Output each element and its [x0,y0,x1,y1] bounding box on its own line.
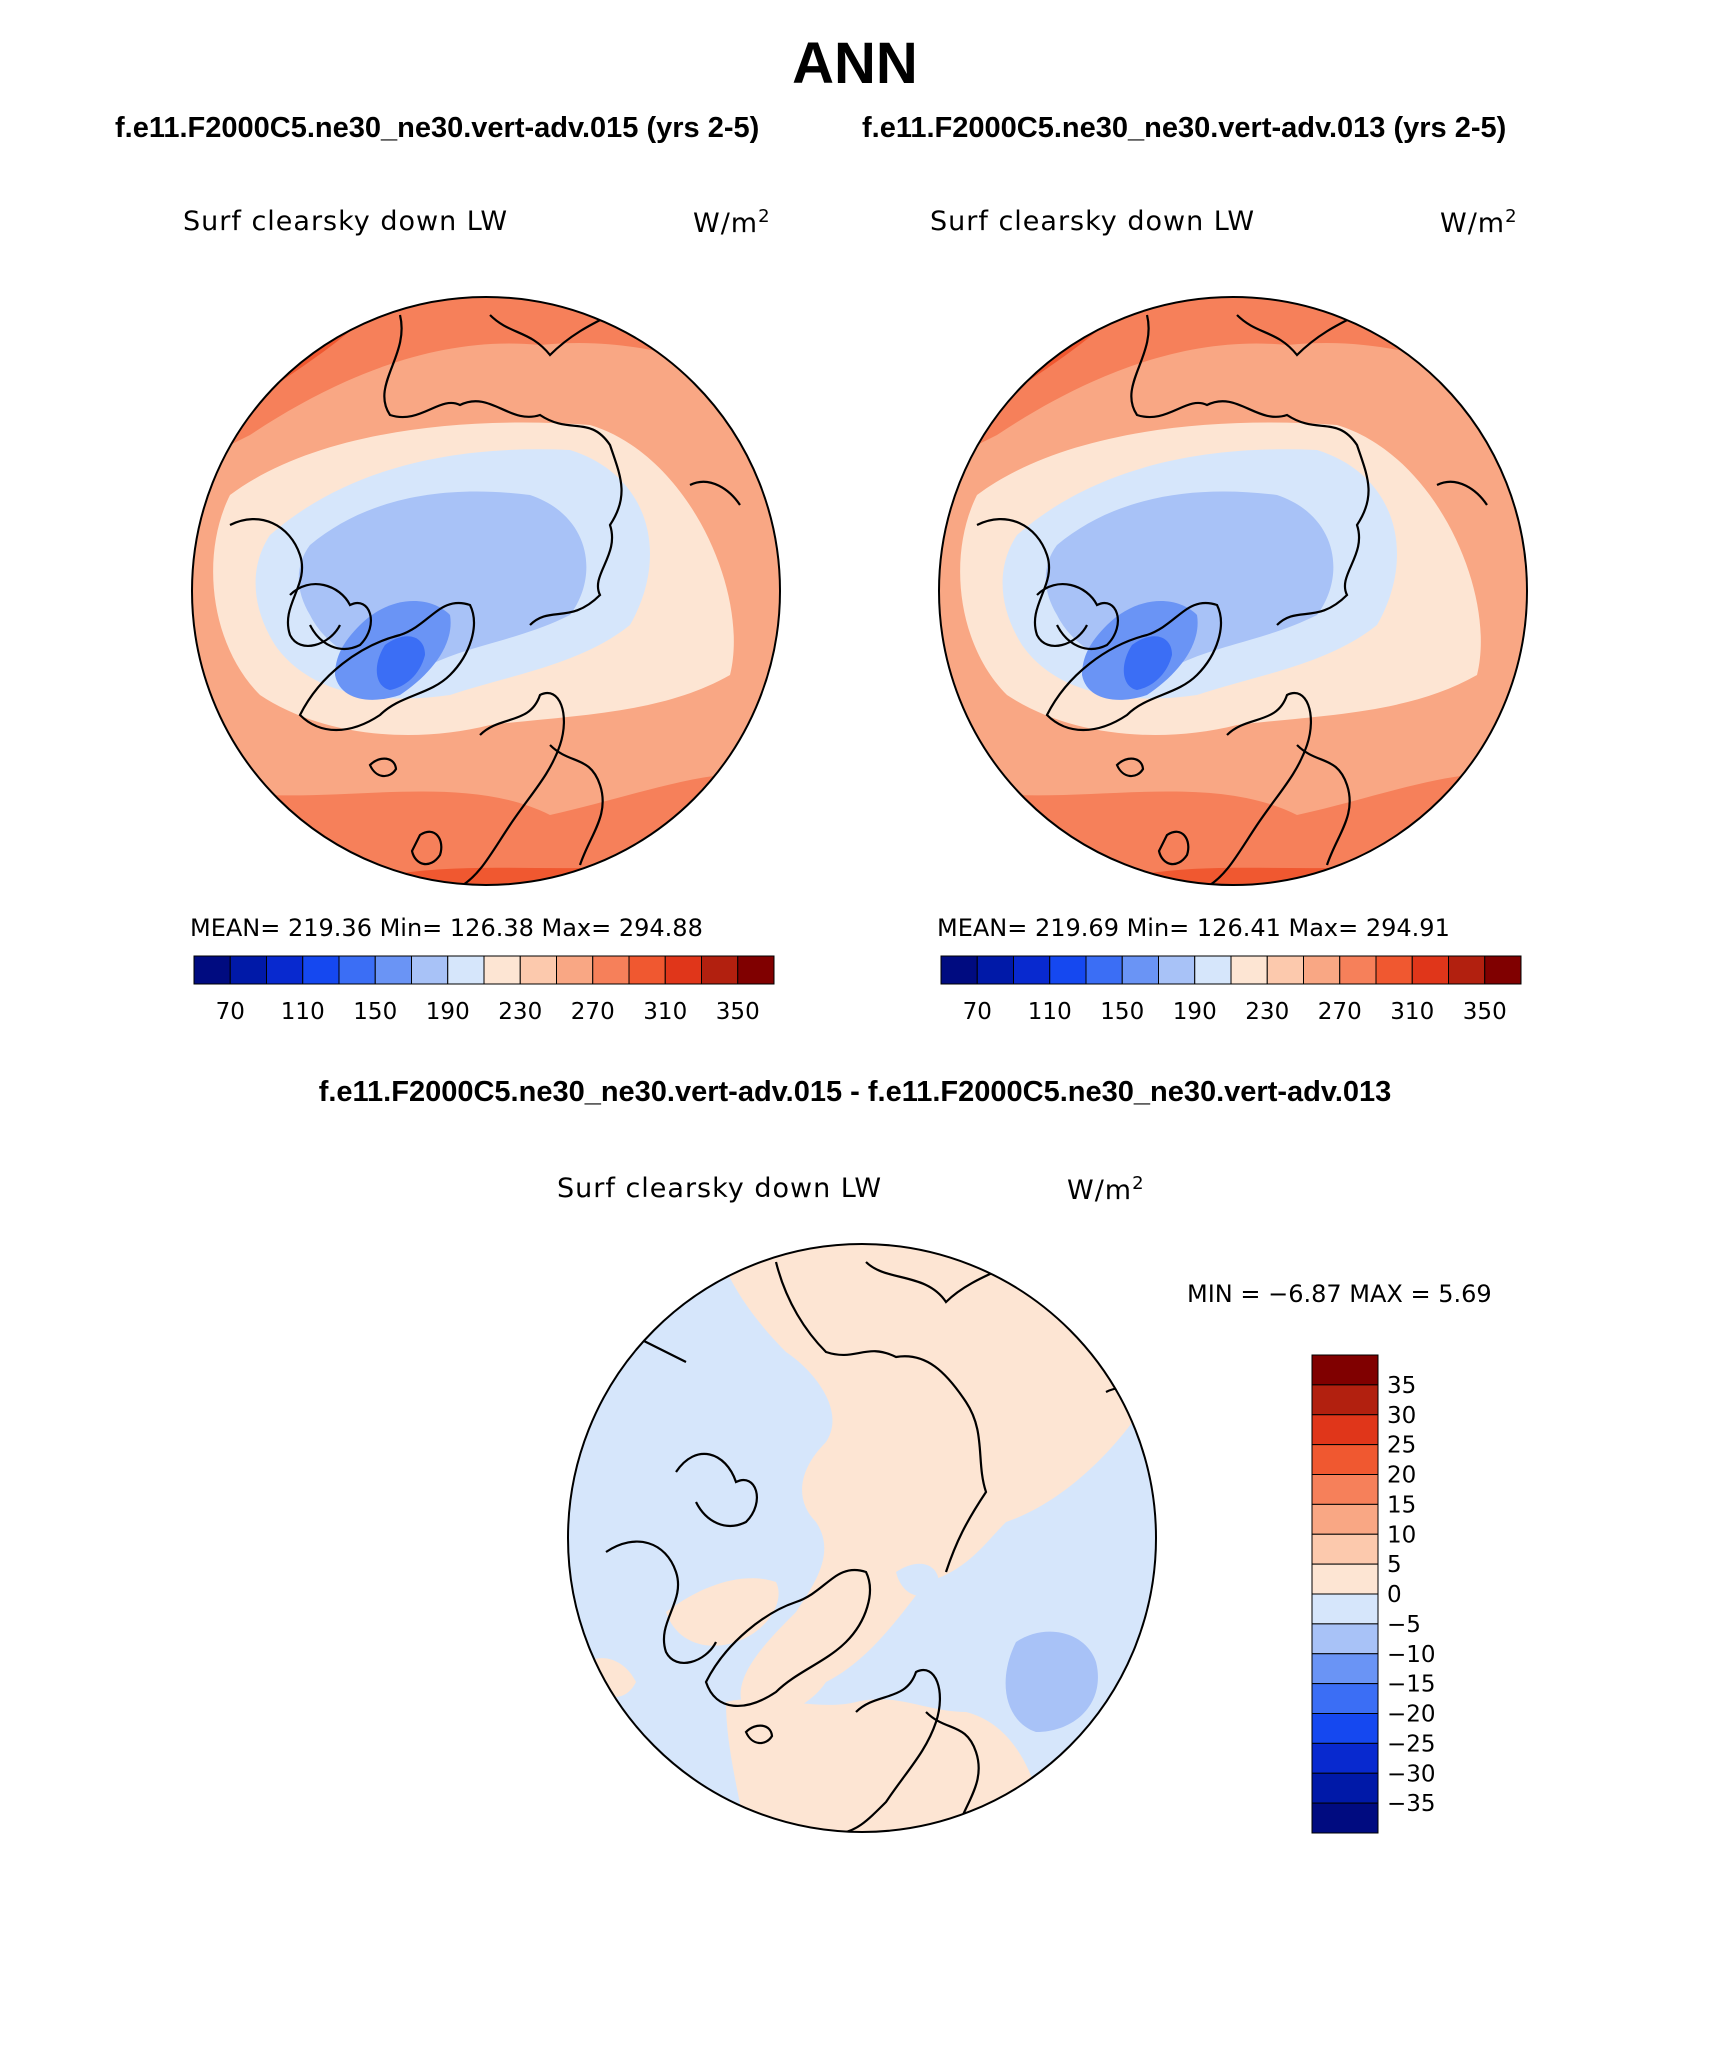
difference-colorbar-swatch [1311,1503,1379,1535]
panel2-colorbar-swatch [1303,955,1341,985]
difference-colorbar-swatch [1311,1772,1379,1804]
difference-colorbar-swatch [1311,1444,1379,1475]
panel1-colorbar-swatch [628,955,666,985]
panel2-colorbar-swatch [1085,955,1123,985]
difference-colorbar-label: 5 [1387,1552,1402,1578]
panel2-colorbar-label: 270 [1318,999,1362,1025]
panel1-colorbar-swatch [519,955,557,985]
panel1-colorbar-swatch [193,955,231,985]
difference-colorbar-swatch [1311,1354,1379,1386]
difference-colorbar-swatch [1311,1563,1379,1595]
season-title: ANN [792,31,918,96]
difference-colorbar-label: −35 [1387,1791,1436,1817]
panel1-colorbar-swatch [338,955,376,985]
difference-colorbar-swatch [1311,1742,1379,1774]
panel1-colorbar-swatch [483,955,521,985]
difference-colorbar-label: −5 [1387,1612,1421,1638]
panel1-colorbar-label: 150 [353,999,397,1025]
panel3-variable: Surf clearsky down LW [557,1173,883,1204]
difference-colorbar-label: 25 [1387,1433,1416,1459]
panel1-colorbar-label: 310 [643,999,687,1025]
difference-map [567,1243,1157,1833]
panel2-colorbar-swatch [1375,955,1413,985]
panel1-units: W/m2 [693,206,771,239]
panel1-colorbar-swatch [701,955,739,985]
difference-colorbar-label: −25 [1387,1731,1436,1757]
difference-colorbar-label: 0 [1387,1582,1402,1608]
difference-colorbar-swatch [1311,1713,1379,1744]
panel2-units: W/m2 [1440,206,1518,239]
panel1-colorbar-swatch [266,955,304,985]
panel1-colorbar-swatch [556,955,594,985]
panel2-colorbar-swatch [1230,955,1268,985]
panel1-colorbar-label: 350 [716,999,760,1025]
panel2-variable: Surf clearsky down LW [930,206,1256,237]
panel1-colorbar-label: 110 [281,999,325,1025]
panel2-colorbar-label: 150 [1100,999,1144,1025]
panel1-colorbar-swatch [374,955,412,985]
difference-colorbar-swatch [1311,1623,1379,1655]
difference-colorbar-label: 30 [1387,1403,1416,1429]
panel3-units: W/m2 [1067,1173,1145,1206]
panel1-stats: MEAN= 219.36 Min= 126.38 Max= 294.88 [190,914,703,942]
panel2-colorbar-swatch [1339,955,1377,985]
panel2-colorbar-label: 350 [1463,999,1507,1025]
difference-colorbar-swatch [1311,1683,1379,1714]
difference-colorbar-swatch [1311,1474,1379,1505]
panel2-colorbar-label: 190 [1173,999,1217,1025]
panel3-stats: MIN = −6.87 MAX = 5.69 [1187,1280,1492,1308]
difference-colorbar-swatch [1311,1593,1379,1625]
panel1-colorbar-label: 230 [498,999,542,1025]
panel2-colorbar-swatch [1484,955,1522,985]
difference-colorbar-label: −30 [1387,1761,1436,1787]
panel2-colorbar-swatch [940,955,978,985]
case2-title: f.e11.F2000C5.ne30_ne30.vert-adv.013 (yr… [862,112,1507,144]
panel1-colorbar-swatch [737,955,775,985]
difference-colorbar-swatch [1311,1384,1379,1416]
difference-colorbar-label: −10 [1387,1642,1436,1668]
difference-colorbar-label: 20 [1387,1463,1416,1489]
panel1-colorbar-swatch [302,955,340,985]
panel2-colorbar-label: 70 [963,999,992,1025]
difference-title: f.e11.F2000C5.ne30_ne30.vert-adv.015 - f… [318,1076,1392,1108]
panel2-colorbar-swatch [1158,955,1196,985]
difference-colorbar-label: 10 [1387,1522,1416,1548]
difference-colorbar-label: 35 [1387,1373,1416,1399]
panel2-colorbar-swatch [1448,955,1486,985]
panel1-colorbar-swatch [664,955,702,985]
panel1-variable: Surf clearsky down LW [183,206,509,237]
panel2-colorbar-swatch [1266,955,1304,985]
difference-colorbar-label: −15 [1387,1672,1436,1698]
difference-colorbar-swatch [1311,1653,1379,1685]
panel2-colorbar-swatch [1194,955,1232,985]
panel1-colorbar: 70 110 150 190 230 270 310 350 [193,955,775,1025]
panel2-colorbar-swatch [976,955,1014,985]
difference-colorbar-swatch [1311,1533,1379,1565]
panel1-map [191,296,781,886]
panel1-colorbar-swatch [592,955,630,985]
panel2-map [938,296,1528,886]
panel1-colorbar-swatch [229,955,267,985]
panel2-colorbar-swatch [1013,955,1051,985]
panel1-colorbar-swatch [447,955,485,985]
panel2-colorbar-label: 230 [1245,999,1289,1025]
panel2-colorbar-swatch [1411,955,1449,985]
difference-colorbar-swatch [1311,1802,1379,1834]
panel2-colorbar: 70 110 150 190 230 270 310 350 [940,955,1522,1025]
panel1-colorbar-swatch [411,955,449,985]
difference-colorbar-label: 15 [1387,1492,1416,1518]
panel1-colorbar-label: 270 [571,999,615,1025]
difference-colorbar-swatch [1311,1414,1379,1446]
panel1-colorbar-label: 70 [216,999,245,1025]
panel2-stats: MEAN= 219.69 Min= 126.41 Max= 294.91 [937,914,1450,942]
panel1-colorbar-label: 190 [426,999,470,1025]
panel2-colorbar-swatch [1121,955,1159,985]
panel2-colorbar-label: 310 [1390,999,1434,1025]
panel2-colorbar-swatch [1049,955,1087,985]
case1-title: f.e11.F2000C5.ne30_ne30.vert-adv.015 (yr… [115,112,760,144]
difference-colorbar: 35 30 25 20 15 10 5 0 −5 −10 −15 −20 −25 −30 −35 [1311,1354,1436,1834]
difference-colorbar-label: −20 [1387,1702,1436,1728]
panel2-colorbar-label: 110 [1028,999,1072,1025]
